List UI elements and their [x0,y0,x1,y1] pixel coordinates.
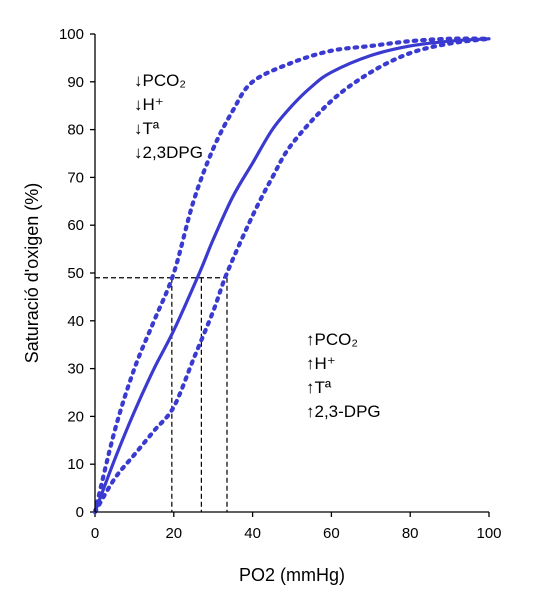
annotation-line: ↓H⁺ [134,95,164,114]
annotation-block-top-left: ↓PCO₂ ↓H⁺ ↓Tª ↓2,3DPG [134,71,203,162]
axes [94,34,489,513]
y-tick-label: 10 [67,456,84,473]
right-shift-curve [92,36,492,515]
y-axis-title: Saturació d'oxigen (%) [22,183,42,364]
y-tick-label: 80 [67,122,84,139]
y-tick-label: 70 [67,169,84,186]
annotation-line: ↓2,3DPG [134,143,203,162]
y-tick-label: 100 [59,26,84,43]
y-tick-label: 30 [67,361,84,378]
x-tick-label: 100 [476,525,501,542]
annotations-group: ↓PCO₂ ↓H⁺ ↓Tª ↓2,3DPG ↑PCO₂ ↑H⁺ ↑Tª ↑2,3-DPG [134,71,381,421]
x-tick-label: 40 [244,525,261,542]
annotation-line: ↓PCO₂ [134,71,186,90]
x-tick-label: 60 [323,525,340,542]
annotation-line: ↑2,3-DPG [306,402,381,421]
curves-group [92,36,492,515]
annotation-line: ↑Tª [306,378,332,397]
x-tick-group: 0 20 40 60 80 100 [91,512,502,542]
annotation-line: ↑H⁺ [306,354,336,373]
annotation-line: ↑PCO₂ [306,330,358,349]
y-tick-label: 20 [67,408,84,425]
normal-curve [93,37,491,514]
y-tick-label: 40 [67,313,84,330]
x-axis-title: PO2 (mmHg) [239,565,345,585]
x-tick-label: 20 [165,525,182,542]
left-shift-curve [92,36,492,515]
y-tick-label: 0 [76,504,84,521]
annotation-block-middle-right: ↑PCO₂ ↑H⁺ ↑Tª ↑2,3-DPG [306,330,381,421]
annotation-line: ↓Tª [134,119,160,138]
y-tick-label: 60 [67,217,84,234]
reference-lines [95,277,228,512]
y-tick-label: 50 [67,265,84,282]
x-tick-label: 80 [402,525,419,542]
y-tick-group: 0 10 20 30 40 50 60 70 80 90 100 [59,26,95,521]
x-tick-label: 0 [91,525,99,542]
y-tick-label: 90 [67,74,84,91]
